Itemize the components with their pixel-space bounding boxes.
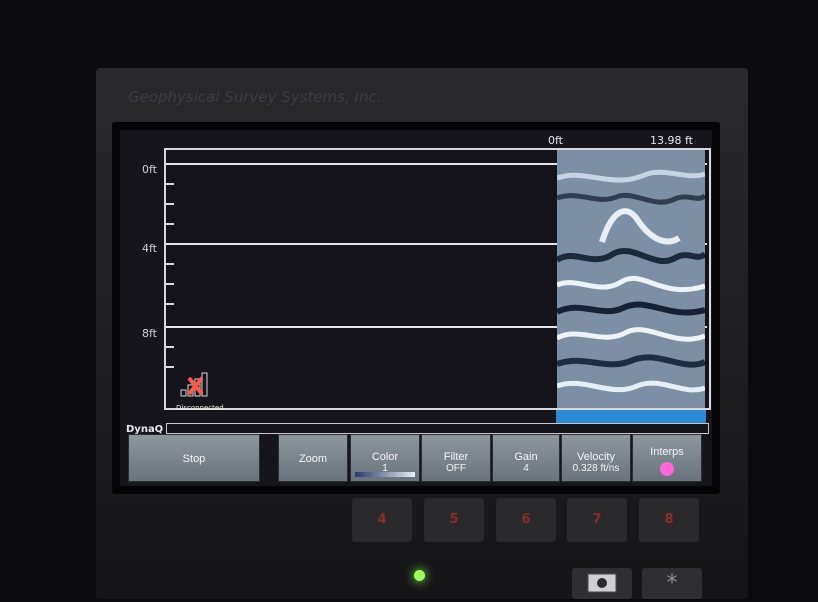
star-key[interactable]: *	[642, 568, 702, 599]
depth-tick	[166, 223, 174, 225]
depth-tick	[166, 183, 174, 185]
gpr-screen: 0ft 13.98 ft 0ft 4ft 8ft Disconnected Dy…	[120, 130, 712, 486]
power-led-icon	[414, 570, 425, 581]
zoom-button-label: Zoom	[298, 453, 328, 465]
velocity-button-label: Velocity	[577, 451, 615, 463]
gain-button-value: 4	[523, 463, 529, 474]
color-button-label: Color	[371, 451, 399, 463]
dynaq-label: DynaQ	[126, 424, 164, 435]
interps-indicator-icon	[660, 461, 674, 476]
keypad-key-4[interactable]: 4	[352, 498, 412, 542]
interps-button-label: Interps	[650, 445, 684, 458]
connection-status-text: Disconnected	[176, 404, 224, 412]
depth-line-4	[166, 243, 707, 245]
filter-button[interactable]: Filter OFF	[421, 434, 491, 482]
velocity-button[interactable]: Velocity 0.328 ft/ns	[561, 434, 631, 482]
velocity-button-value: 0.328 ft/ns	[572, 463, 620, 474]
gpr-radargram	[557, 150, 705, 408]
interps-button[interactable]: Interps	[632, 434, 702, 482]
depth-label-4: 4ft	[142, 242, 157, 255]
range-start-label: 0ft	[548, 134, 563, 147]
depth-label-0: 0ft	[142, 163, 157, 176]
filter-button-value: OFF	[446, 463, 466, 474]
gain-button[interactable]: Gain 4	[492, 434, 560, 482]
stop-button-label: Stop	[182, 453, 206, 465]
depth-label-8: 8ft	[142, 327, 157, 340]
zoom-button[interactable]: Zoom	[278, 434, 348, 482]
color-swatch	[355, 472, 415, 477]
device-brand: Geophysical Survey Systems, Inc.	[128, 88, 382, 106]
disconnected-signal-icon	[180, 372, 208, 397]
gain-button-label: Gain	[514, 451, 538, 463]
depth-tick	[166, 203, 174, 205]
range-end-label: 13.98 ft	[650, 134, 693, 147]
filter-button-label: Filter	[443, 451, 469, 463]
stop-button[interactable]: Stop	[128, 434, 260, 482]
color-button[interactable]: Color 1	[350, 434, 420, 482]
camera-key-icon[interactable]	[572, 568, 632, 599]
depth-tick	[166, 346, 174, 348]
depth-tick	[166, 283, 174, 285]
keypad-key-6[interactable]: 6	[496, 498, 556, 542]
keypad-key-5[interactable]: 5	[424, 498, 484, 542]
color-button-value: 1	[382, 463, 388, 474]
depth-tick	[166, 263, 174, 265]
depth-line-0	[166, 163, 707, 165]
keypad-key-8[interactable]: 8	[639, 498, 699, 542]
depth-tick	[166, 303, 174, 305]
depth-line-8	[166, 326, 707, 328]
keypad-key-7[interactable]: 7	[567, 498, 627, 542]
depth-tick	[166, 366, 174, 368]
gpr-progress-bar	[556, 410, 706, 423]
dynaq-bar	[166, 423, 709, 434]
